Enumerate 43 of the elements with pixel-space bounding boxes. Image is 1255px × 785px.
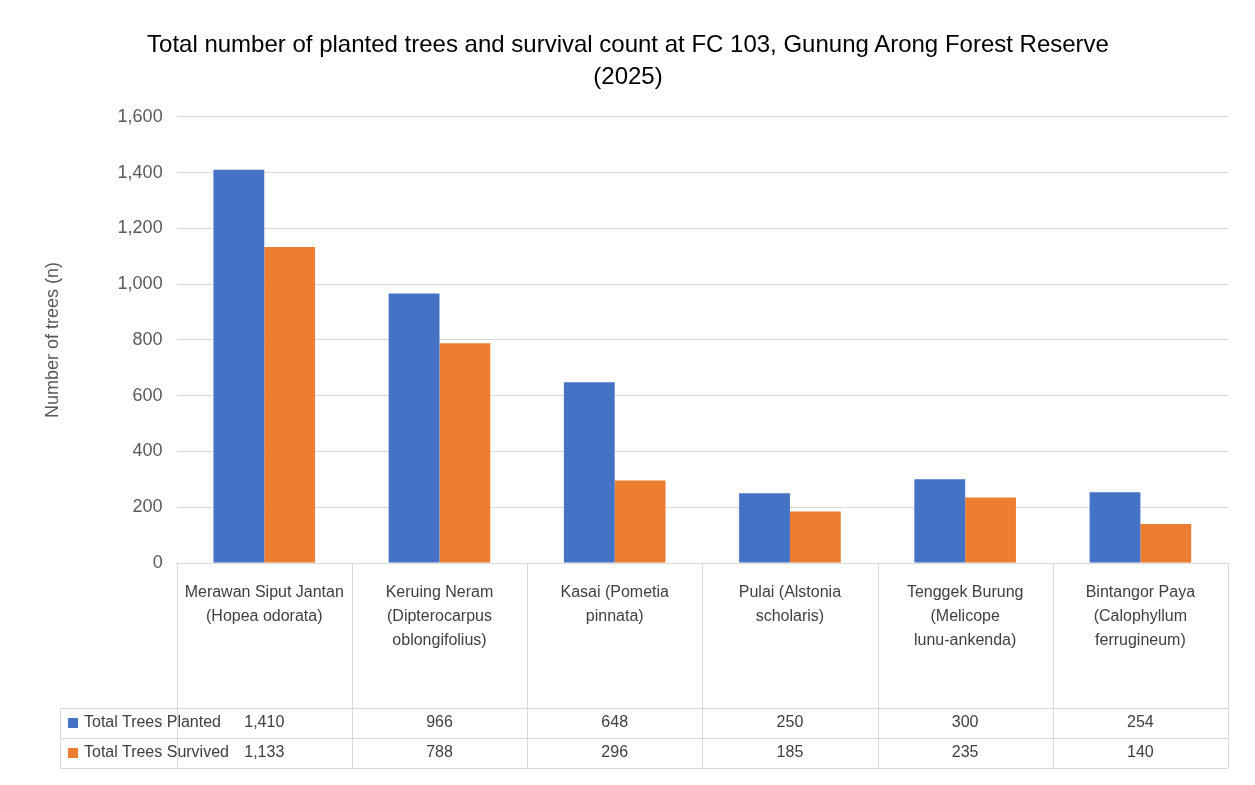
- bar: [439, 343, 491, 563]
- bar: [739, 493, 790, 563]
- data-label: 648: [601, 713, 629, 731]
- y-tick-label: 1,400: [117, 161, 163, 182]
- y-tick-label: 1,600: [117, 105, 163, 126]
- y-tick-label: 1,200: [117, 217, 163, 238]
- bar: [213, 169, 265, 563]
- bar: [1140, 523, 1192, 563]
- data-label: 1,410: [244, 713, 285, 731]
- x-tick-label: Merawan Siput Jantan (Hopea odorata): [184, 583, 344, 625]
- bar: [965, 497, 1016, 563]
- bar: [1089, 492, 1141, 563]
- y-tick-label: 600: [132, 384, 163, 405]
- y-tick-label: 200: [132, 496, 163, 517]
- bar: [914, 479, 966, 563]
- x-tick-label: Tenggek Burung (Melicope lunu-ankenda): [906, 583, 1024, 649]
- x-tick-label: Kasai (Pometia pinnata): [560, 583, 670, 625]
- data-label: 788: [426, 743, 453, 761]
- y-tick-label: 0: [152, 551, 163, 572]
- legend-label: Total Trees Survived: [84, 743, 229, 761]
- data-label: 250: [776, 713, 804, 731]
- data-label: 235: [951, 743, 979, 761]
- bar: [264, 247, 316, 563]
- y-tick-label: 400: [132, 440, 163, 461]
- data-label: 296: [601, 743, 629, 761]
- data-label: 1,133: [244, 743, 285, 761]
- bar: [789, 511, 841, 563]
- data-label: 185: [776, 743, 804, 761]
- legend-label: Total Trees Planted: [84, 713, 221, 731]
- data-label: 966: [426, 713, 453, 731]
- y-axis-title: Number of trees (n): [41, 261, 62, 418]
- data-label: 140: [1127, 743, 1154, 761]
- data-label: 300: [951, 713, 979, 731]
- x-tick-label: Keruing Neram (Dipterocarpus oblongifolius): [385, 583, 494, 649]
- bar: [614, 480, 666, 563]
- data-label: 254: [1127, 713, 1154, 731]
- chart-title: Total number of planted trees and survival count at FC 103, Gunung Arong Forest Reserve (2025): [146, 29, 1110, 91]
- bar: [388, 293, 440, 563]
- y-tick-label: 1,000: [117, 273, 163, 294]
- x-tick-label: Pulai (Alstonia scholaris): [738, 583, 842, 625]
- x-tick-label: Bintangor Paya (Calophyllum ferrugineum): [1085, 583, 1196, 649]
- y-tick-label: 800: [132, 328, 163, 349]
- bar: [563, 382, 615, 563]
